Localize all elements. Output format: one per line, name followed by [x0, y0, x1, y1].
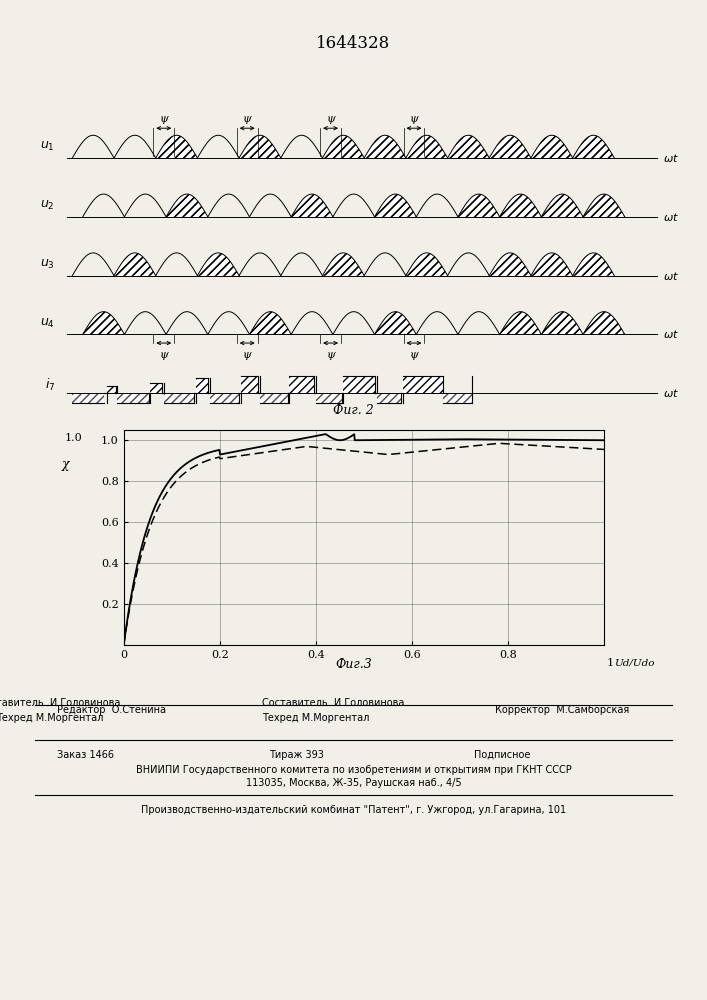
Text: Редактор  О.Стенина: Редактор О.Стенина — [57, 705, 165, 715]
Text: Производственно-издательский комбинат "Патент", г. Ужгород, ул.Гагарина, 101: Производственно-издательский комбинат "П… — [141, 805, 566, 815]
Text: $\omega t$: $\omega t$ — [663, 328, 679, 340]
Text: $u_3$: $u_3$ — [40, 258, 55, 271]
Text: Составитель  И.Головинова: Составитель И.Головинова — [262, 698, 404, 708]
Text: Заказ 1466: Заказ 1466 — [57, 750, 114, 760]
Text: Тираж 393: Тираж 393 — [269, 750, 324, 760]
Text: Ud/Udo: Ud/Udo — [614, 658, 655, 667]
Text: 1: 1 — [607, 658, 614, 668]
Text: χ: χ — [62, 458, 70, 471]
Text: Техред М.Моргентал: Техред М.Моргентал — [0, 713, 103, 723]
Text: ψ: ψ — [160, 350, 168, 360]
Text: $\omega t$: $\omega t$ — [663, 211, 679, 223]
Text: $\omega t$: $\omega t$ — [663, 270, 679, 282]
Text: 1.0: 1.0 — [65, 433, 83, 443]
Text: ψ: ψ — [243, 350, 252, 360]
Text: $u_4$: $u_4$ — [40, 317, 55, 330]
Text: ψ: ψ — [243, 114, 252, 124]
Text: Составитель  И.Головинова: Составитель И.Головинова — [0, 698, 121, 708]
Text: 1644328: 1644328 — [316, 35, 391, 52]
Text: ψ: ψ — [326, 114, 335, 124]
Text: 113035, Москва, Ж-35, Раушская наб., 4/5: 113035, Москва, Ж-35, Раушская наб., 4/5 — [246, 778, 461, 788]
Text: $\omega t$: $\omega t$ — [663, 152, 679, 164]
Text: ψ: ψ — [326, 350, 335, 360]
Text: Корректор  М.Самборская: Корректор М.Самборская — [495, 705, 629, 715]
Text: $i_7$: $i_7$ — [45, 377, 55, 393]
Text: Фиг.3: Фиг.3 — [335, 658, 372, 671]
Text: ψ: ψ — [160, 114, 168, 124]
Text: Техред М.Моргентал: Техред М.Моргентал — [262, 713, 369, 723]
Text: $u_2$: $u_2$ — [40, 199, 55, 212]
Text: $\omega t$: $\omega t$ — [663, 387, 679, 399]
Text: ψ: ψ — [409, 114, 419, 124]
Text: $u_1$: $u_1$ — [40, 140, 55, 153]
Text: Фиг. 2: Фиг. 2 — [333, 404, 373, 417]
Text: ψ: ψ — [409, 350, 419, 360]
Text: Подписное: Подписное — [474, 750, 530, 760]
Text: ВНИИПИ Государственного комитета по изобретениям и открытиям при ГКНТ СССР: ВНИИПИ Государственного комитета по изоб… — [136, 765, 571, 775]
